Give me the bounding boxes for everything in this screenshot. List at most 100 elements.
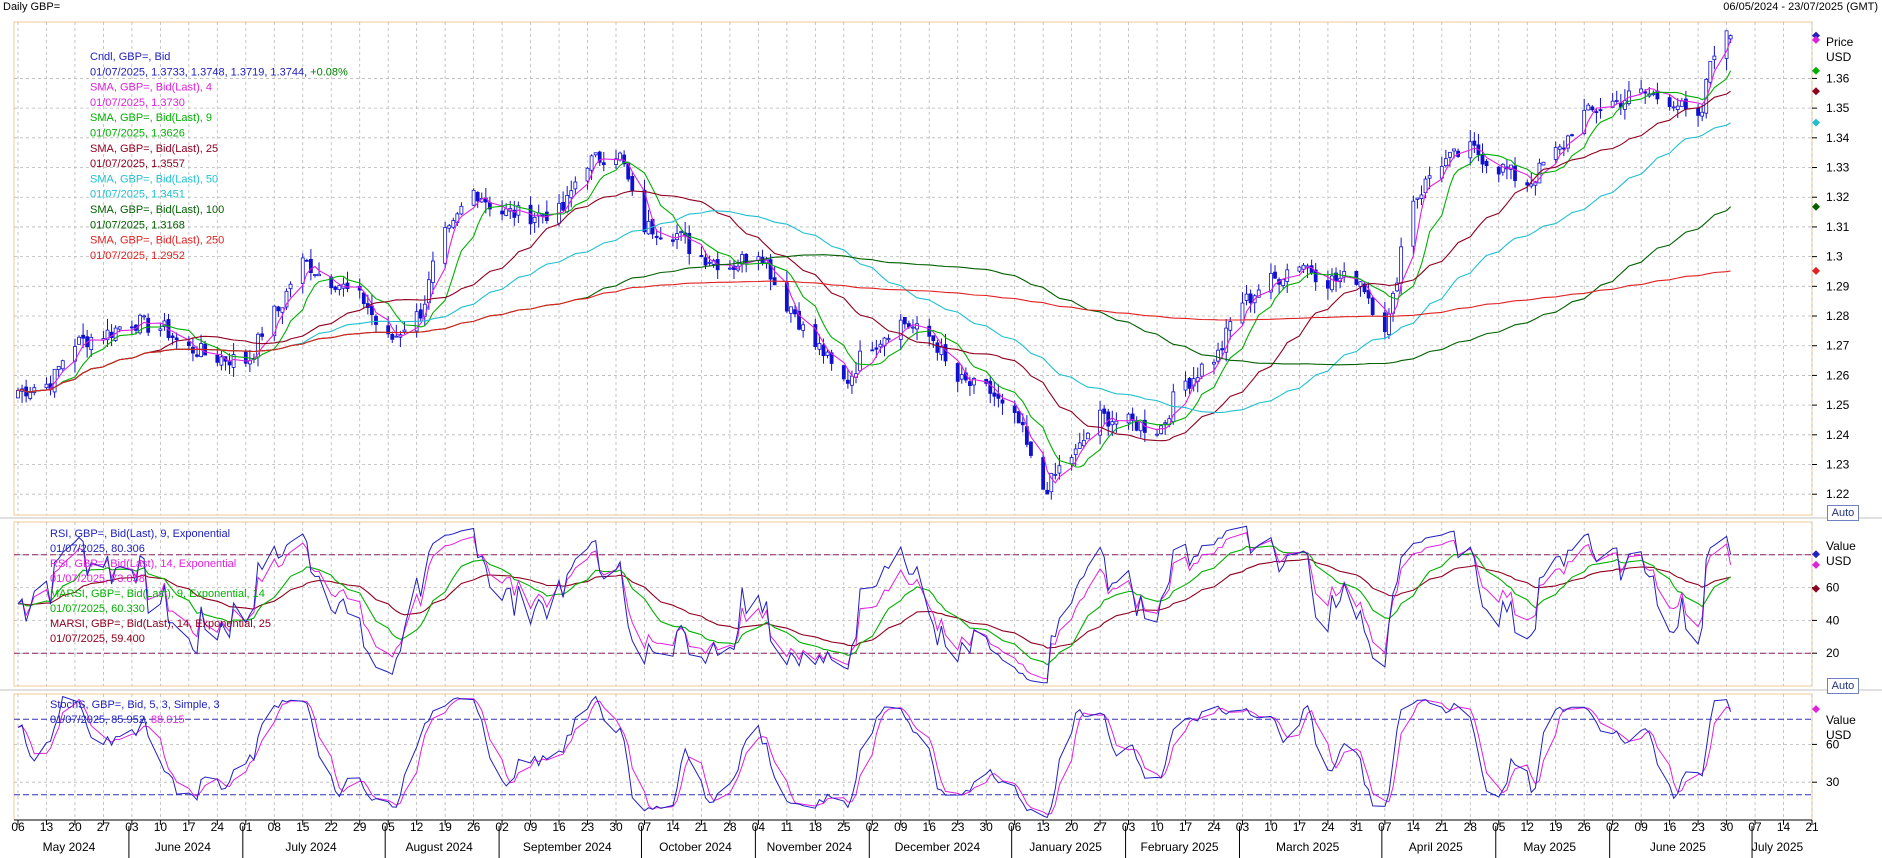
candle: [308, 249, 313, 281]
candle: [959, 364, 964, 384]
candle-body: [1610, 100, 1615, 108]
candle: [927, 318, 932, 347]
candle-body: [1594, 111, 1599, 113]
candle: [1342, 262, 1347, 283]
legends: Cndl, GBP=, Bid 01/07/2025, 1.3733, 1.374…: [50, 51, 348, 726]
candle-body: [370, 305, 374, 316]
candle: [32, 384, 37, 396]
candle: [1561, 140, 1566, 157]
rsi-legend-line: MARSI, GBP=, Bid(Last), 14, Exponential,…: [50, 618, 271, 630]
stoch-tick-label: 30: [1826, 775, 1840, 789]
candle: [654, 229, 659, 246]
candle-body: [931, 335, 936, 342]
candle: [487, 196, 492, 217]
y-axes: 1.36 1.35 1.34 1.33 1.32 1.31 1.3 1.29 1.28 1.27 1…: [1812, 31, 1856, 789]
candle: [1216, 342, 1220, 364]
marsi-last-marker: [1812, 584, 1820, 593]
candle-body: [630, 175, 635, 192]
candle: [797, 302, 801, 331]
candle-body: [1582, 109, 1587, 134]
candle-body: [300, 257, 305, 284]
candle-body: [1212, 361, 1216, 365]
candle: [101, 331, 106, 345]
candle: [1081, 429, 1086, 449]
candle: [166, 313, 171, 341]
candle: [878, 340, 883, 354]
candle: [337, 284, 342, 296]
price-tick-label: 1.35: [1826, 101, 1850, 115]
candle-body: [1248, 293, 1253, 304]
candle: [1224, 318, 1229, 362]
rsi-legend-line: RSI, GBP=, Bid(Last), 9, Exponential: [50, 528, 230, 540]
candle-body: [1334, 272, 1338, 281]
candle-body: [1419, 194, 1424, 199]
candle: [593, 152, 598, 158]
candle: [44, 377, 49, 391]
candle-body: [687, 232, 692, 254]
x-tick-label: 08: [268, 820, 282, 834]
candle-body: [1224, 327, 1229, 353]
candle-body: [825, 351, 830, 356]
candle-body: [569, 190, 574, 199]
candle: [227, 353, 232, 375]
candle: [1326, 270, 1330, 300]
x-tick-label: 02: [495, 820, 509, 834]
price-legend-line: SMA, GBP=, Bid(Last), 50: [90, 173, 218, 185]
candle: [1183, 371, 1188, 397]
candle-body: [402, 329, 407, 333]
candle: [288, 281, 293, 298]
candle-body: [1297, 266, 1302, 272]
candle-body: [1382, 312, 1387, 332]
candle: [73, 338, 77, 373]
candle-body: [191, 346, 195, 354]
candle: [1590, 105, 1595, 112]
candle-body: [858, 350, 862, 372]
candle: [1712, 45, 1717, 70]
month-label: May 2024: [43, 840, 96, 854]
candle-body: [589, 155, 594, 171]
candle: [77, 335, 81, 345]
price-panel[interactable]: [16, 30, 1733, 500]
candle: [789, 306, 793, 323]
marsi-14-line: [17, 558, 1731, 649]
candle: [569, 180, 574, 208]
candle-body: [898, 319, 903, 340]
candle-body: [174, 337, 179, 341]
candle: [854, 361, 858, 384]
candle-body: [219, 356, 224, 366]
candle-body: [821, 344, 826, 357]
candle-body: [1525, 182, 1530, 186]
candle-body: [561, 201, 566, 211]
price-panel-frame: [13, 21, 1813, 516]
marsi-9-line: [17, 545, 1731, 666]
candle: [1244, 285, 1249, 306]
price-tick-label: 1.23: [1826, 458, 1850, 472]
sma-4-last-marker: [1812, 35, 1820, 44]
candle: [1297, 265, 1302, 273]
rsi-auto-scale-button[interactable]: Auto: [1827, 678, 1859, 694]
x-tick-label: 25: [837, 820, 851, 834]
candle: [996, 384, 1001, 408]
candle-body: [105, 329, 110, 341]
x-tick-label: 10: [1150, 820, 1164, 834]
candle-body: [418, 309, 423, 319]
candle-body: [374, 315, 378, 325]
candle-body: [959, 374, 964, 380]
candle-body: [671, 239, 675, 242]
candle: [1269, 263, 1273, 300]
candle-body: [797, 310, 801, 330]
candle: [48, 375, 53, 396]
stoch-k-line: [17, 695, 1732, 819]
price-tick-label: 1.27: [1826, 339, 1850, 353]
x-tick-label: 05: [382, 820, 396, 834]
stoch-panel[interactable]: [14, 695, 1812, 819]
candle-body: [789, 306, 793, 314]
candle-body: [1395, 282, 1399, 292]
candle-body: [1020, 422, 1025, 426]
price-legend-line: 01/07/2025, 1.3626: [90, 128, 185, 140]
x-tick-label: 12: [1521, 820, 1535, 834]
rsi-panel[interactable]: [14, 525, 1812, 684]
candle-body: [130, 326, 134, 329]
price-auto-scale-button[interactable]: Auto: [1827, 505, 1859, 521]
